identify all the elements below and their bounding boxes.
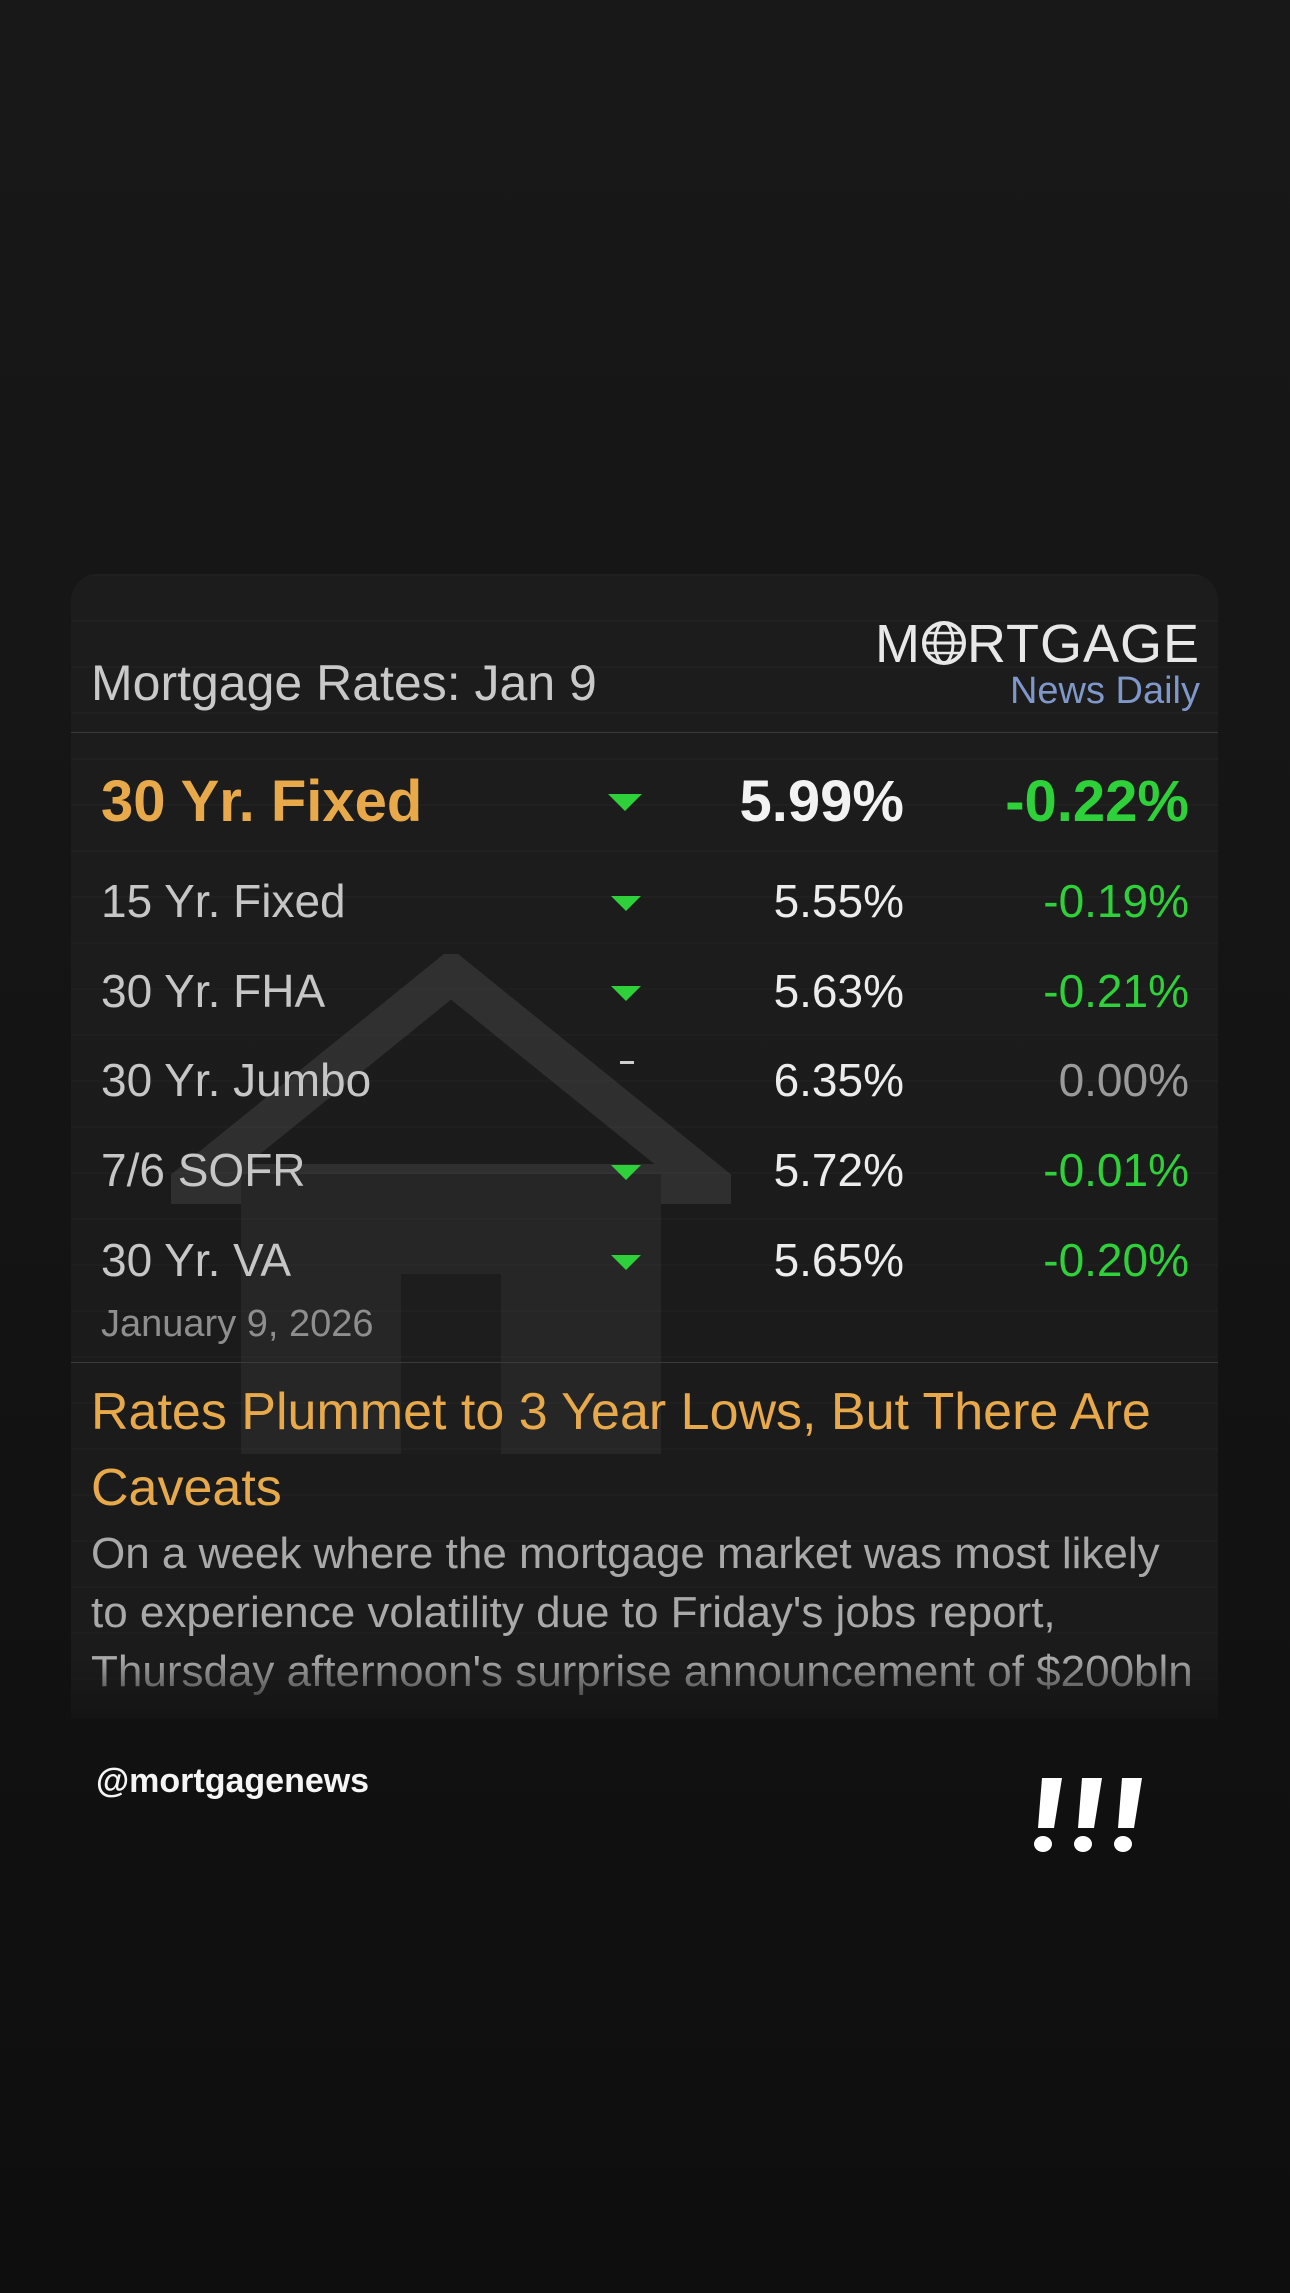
rate-change: -0.22% [1005,769,1189,834]
down-arrow-icon [611,1165,641,1180]
down-arrow-icon [611,896,641,911]
card-background [71,574,1218,1719]
down-arrow-icon [611,986,641,1001]
rate-change: 0.00% [1058,1054,1189,1106]
rate-change: -0.20% [1043,1234,1189,1286]
rate-change: -0.19% [1043,875,1189,927]
rate-value: 5.99% [739,769,904,834]
rate-row-30yr-va: 30 Yr. VA 5.65% -0.20% [71,1233,1218,1287]
down-arrow-icon [608,794,642,811]
rate-name: 30 Yr. Fixed [101,769,423,834]
account-handle[interactable]: @mortgagenews [96,1762,370,1800]
rate-change: -0.21% [1043,965,1189,1017]
rate-name: 30 Yr. Jumbo [101,1054,372,1106]
rate-name: 30 Yr. FHA [101,965,326,1017]
rate-row-30yr-jumbo: 30 Yr. Jumbo 6.35% 0.00% [71,1053,1218,1107]
card-header: Mortgage Rates: Jan 9 M RTGAGE News Daily [71,574,1218,733]
exclamation-sticker-icon [1034,1778,1142,1852]
rate-name: 30 Yr. VA [101,1234,292,1286]
page-title: Mortgage Rates: Jan 9 [91,655,597,711]
rate-change: -0.01% [1043,1144,1189,1196]
down-arrow-icon [611,1255,641,1270]
logo-wordmark: M RTGAGE [874,614,1200,674]
rate-value: 5.55% [773,875,904,927]
card-fade [71,1659,1218,1719]
rate-value: 6.35% [773,1054,904,1106]
rate-row-30yr-fha: 30 Yr. FHA 5.63% -0.21% [71,964,1218,1018]
rate-row-7-6-sofr: 7/6 SOFR 5.72% -0.01% [71,1143,1218,1197]
flat-dash-icon [620,1061,634,1064]
logo-subtitle: News Daily [1009,670,1200,712]
rates-date: January 9, 2026 [101,1303,374,1345]
rate-name: 15 Yr. Fixed [101,875,346,927]
rate-row-30yr-fixed: 30 Yr. Fixed 5.99% -0.22% [71,768,1218,834]
rate-name: 7/6 SOFR [101,1144,306,1196]
rate-row-15yr-fixed: 15 Yr. Fixed 5.55% -0.19% [71,874,1218,928]
mortgage-news-daily-logo: M RTGAGE News Daily [875,614,1200,712]
article-headline[interactable]: Rates Plummet to 3 Year Lows, But There … [91,1383,1151,1517]
rates-card: Mortgage Rates: Jan 9 M RTGAGE News Daily… [71,574,1218,1719]
globe-icon [921,621,966,665]
house-watermark-icon [171,954,731,1454]
rate-value: 5.65% [773,1234,904,1286]
rate-value: 5.72% [773,1144,904,1196]
divider [71,1362,1218,1363]
rate-value: 5.63% [773,965,904,1017]
